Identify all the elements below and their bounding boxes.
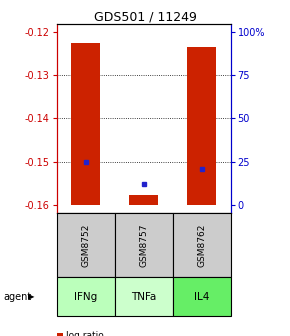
Bar (57, 277, 115, 316)
Bar (57, 213, 115, 277)
Text: TNFa: TNFa (131, 292, 156, 301)
Text: log ratio: log ratio (66, 332, 104, 336)
Text: GDS501 / 11249: GDS501 / 11249 (94, 10, 196, 23)
Bar (173, 213, 231, 277)
Bar (129, 195, 158, 205)
Text: ▶: ▶ (28, 292, 34, 301)
Bar (71, 43, 100, 205)
Text: IFNg: IFNg (74, 292, 97, 301)
Text: GSM8762: GSM8762 (197, 223, 206, 267)
Text: GSM8752: GSM8752 (81, 223, 90, 267)
Bar (173, 277, 231, 316)
Bar (115, 277, 173, 316)
Bar (187, 47, 216, 205)
Text: IL4: IL4 (194, 292, 209, 301)
Text: GSM8757: GSM8757 (139, 223, 148, 267)
Text: agent: agent (3, 292, 31, 301)
Bar (115, 213, 173, 277)
